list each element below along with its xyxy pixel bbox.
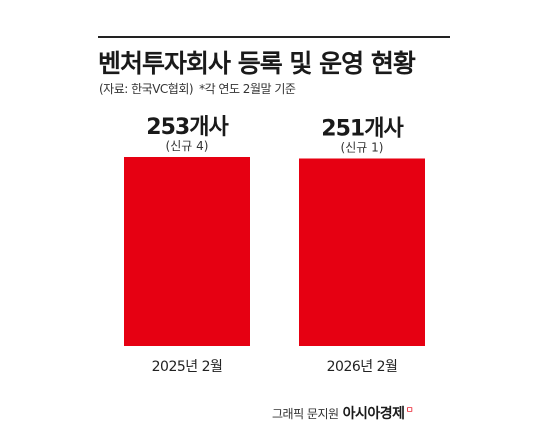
brand-logo: 아시아경제 xyxy=(342,406,405,422)
brand-mark-icon: ㅁ xyxy=(405,406,414,416)
bar-1 xyxy=(124,157,250,346)
value-label-2: 251개사 xyxy=(321,116,404,141)
value-label-1: 253개사 xyxy=(146,115,229,140)
chart-title: 벤처투자회사 등록 및 운영 현황 xyxy=(98,49,416,78)
source-note: (자료: 한국VC협회) xyxy=(99,82,194,96)
sub-label-1: (신규 4) xyxy=(166,139,209,153)
title-rule xyxy=(98,36,450,38)
basis-note: *각 연도 2월말 기준 xyxy=(199,82,296,96)
credit-line: 그래픽 문지원 아시아경제ㅁ xyxy=(272,403,414,423)
sub-label-2: (신규 1) xyxy=(341,140,384,154)
category-label-2: 2026년 2월 xyxy=(327,359,398,375)
bar-2 xyxy=(299,158,425,346)
chart-subtitle: (자료: 한국VC협회) *각 연도 2월말 기준 xyxy=(99,80,296,97)
chart-marks: 253개사(신규 4) 2025년 2월 251개사(신규 1) 2026년 2월 xyxy=(124,115,425,375)
category-label-1: 2025년 2월 xyxy=(152,359,223,375)
graphic-credit: 그래픽 문지원 xyxy=(272,407,339,421)
